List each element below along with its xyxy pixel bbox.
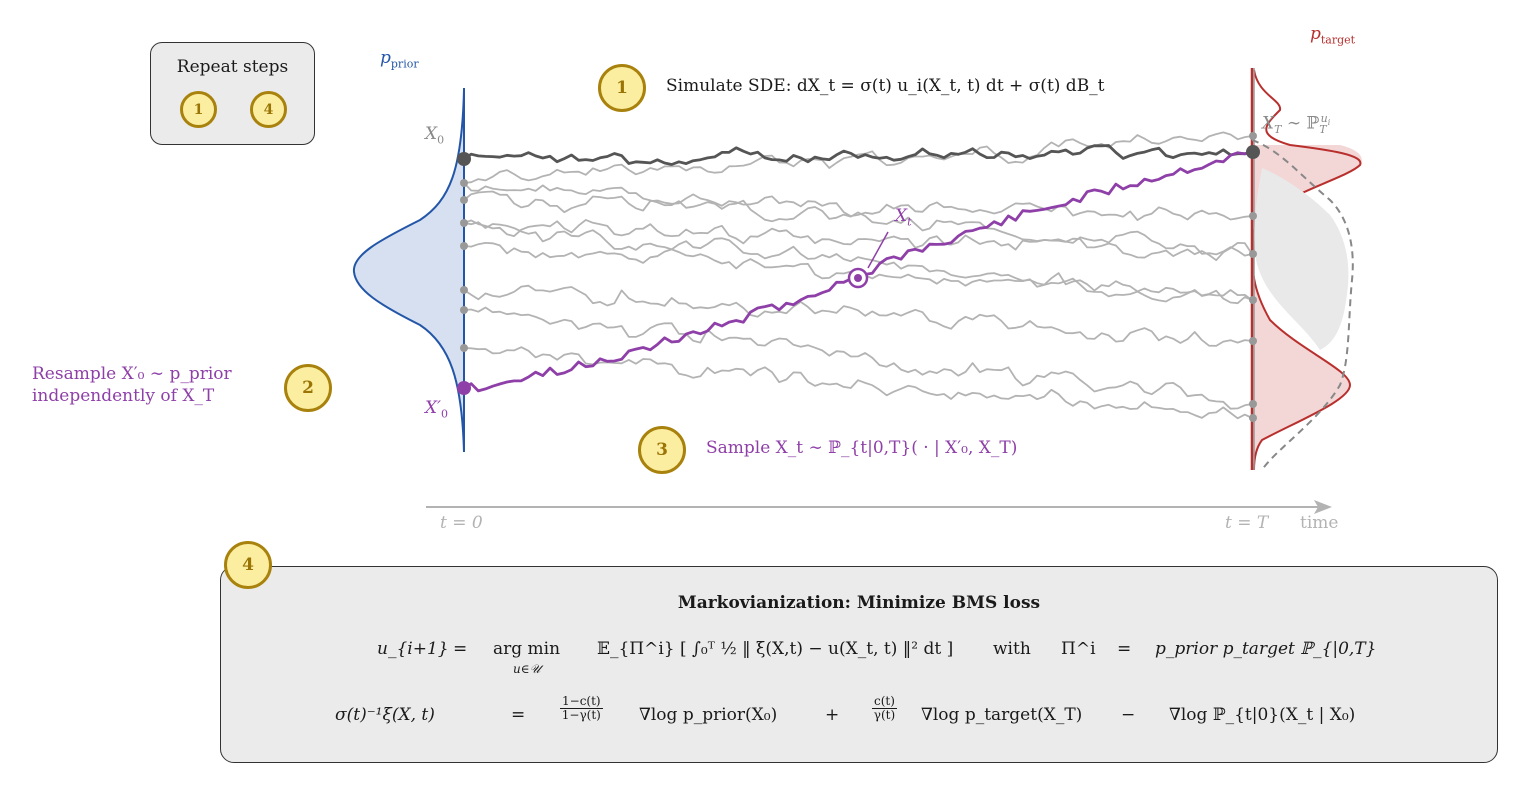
xt-symbol: X	[895, 206, 908, 226]
xt-label: Xt	[895, 206, 912, 228]
eq2-term3: ∇log ℙ_{t|0}(X_t | X₀)	[1169, 705, 1356, 725]
step-4-badge: 4	[224, 541, 272, 589]
time-axis-arrow	[1314, 500, 1332, 514]
p-target-label: ptarget	[1310, 24, 1355, 46]
xT-dot	[1246, 145, 1260, 159]
eq1-equals-2: =	[1117, 639, 1132, 659]
repeat-badge-4: 4	[250, 91, 287, 128]
prior-density	[353, 90, 464, 452]
tT-label: t = T	[1225, 513, 1269, 533]
sample-path-gray	[463, 284, 1253, 347]
eq2-minus: −	[1121, 705, 1136, 725]
eq2-term2: ∇log p_target(X_T)	[921, 705, 1083, 725]
eq1-body: 𝔼_{Π^i} [ ∫₀ᵀ ½ ‖ ξ(X,t) − u(X_t, t) ‖² …	[597, 639, 954, 659]
end-points	[1249, 132, 1257, 422]
sample-path-gray	[463, 221, 1253, 305]
xT-measure-superscript: u	[1320, 112, 1328, 125]
xT-measure-subscript: T	[1319, 123, 1327, 137]
prior-density-curve	[352, 89, 465, 453]
model-marginal-dashed	[1251, 139, 1354, 471]
repeat-steps-label: Repeat steps	[176, 57, 289, 77]
x0-subscript: 0	[437, 133, 445, 147]
step-2-badge: 2	[284, 364, 332, 412]
eq1-equals: =	[453, 639, 468, 659]
start-points	[460, 179, 468, 352]
xT-measure-superscript-index: i	[1327, 118, 1331, 128]
target-density	[1252, 145, 1362, 460]
repeat-steps-box: Repeat steps	[150, 42, 315, 145]
eq2-frac2-den: γ(t)	[873, 707, 896, 722]
t0-label: t = 0	[440, 513, 483, 533]
sample-path-gray	[463, 219, 1253, 262]
model-marginal-fill	[1254, 168, 1349, 350]
x0-prime-label: X′0	[425, 398, 448, 420]
p-target-subscript: target	[1320, 33, 1356, 47]
eq2-frac1: 1−c(t) 1−γ(t)	[557, 695, 606, 721]
x0-label: X0	[425, 124, 444, 146]
step-3-badge: 3	[638, 426, 686, 474]
diagram-canvas	[352, 68, 1362, 514]
p-prior-symbol: p	[380, 48, 391, 68]
eq1-with: with	[993, 639, 1031, 659]
xT-dist-label: XT ∼ ℙTui	[1262, 112, 1330, 136]
sample-path-bridge	[463, 150, 1253, 393]
sample-path-forward	[463, 144, 1253, 166]
x0-prime-symbol: X′	[425, 398, 441, 418]
step-1-badge: 1	[598, 64, 646, 112]
sample-path-gray	[463, 131, 1253, 184]
sample-path-gray	[463, 306, 1253, 410]
xt-marker	[847, 231, 889, 289]
sample-path-bridge-line	[463, 276, 859, 393]
x0-symbol: X	[425, 124, 438, 144]
eq2-term1: ∇log p_prior(X₀)	[639, 705, 778, 725]
sample-path-bridge-line-2	[857, 150, 1253, 280]
eq2-frac1-num: 1−c(t)	[560, 694, 603, 709]
sample-path-gray	[463, 190, 1253, 221]
eq2-frac1-den: 1−γ(t)	[561, 707, 601, 722]
eq1-rhs: p_prior p_target ℙ_{|0,T}	[1155, 639, 1377, 659]
xT-symbol: X	[1262, 113, 1275, 134]
xT-relation: ∼ ℙ	[1281, 113, 1320, 134]
sample-path-gray	[463, 182, 1253, 257]
xt-subscript: t	[907, 215, 912, 229]
time-label: time	[1300, 513, 1339, 533]
x0-dot	[457, 152, 471, 166]
eq2-lhs: σ(t)⁻¹ξ(X, t)	[335, 705, 435, 725]
step-2-line1: Resample X′₀ ∼ p_prior	[32, 364, 232, 384]
sample-path-forward-line	[463, 144, 1253, 166]
step-2-line2: independently of X_T	[32, 386, 215, 406]
step-1-text: Simulate SDE: dX_t = σ(t) u_i(X_t, t) dt…	[666, 76, 1105, 96]
eq1-lhs: u_{i+1}	[377, 639, 449, 659]
xT-subscript: T	[1274, 123, 1282, 137]
x0-prime-subscript: 0	[440, 407, 448, 421]
eq1-argmin-sub: u∈𝒰	[513, 662, 541, 676]
p-prior-label: pprior	[380, 48, 419, 70]
p-target-symbol: p	[1310, 24, 1321, 44]
eq2-frac2: c(t) γ(t)	[869, 695, 900, 721]
step-3-text: Sample X_t ∼ ℙ_{t|0,T}( · | X′₀, X_T)	[706, 438, 1018, 458]
x0-prime-dot	[457, 381, 471, 395]
repeat-badge-1: 1	[180, 91, 217, 128]
p-prior-subscript: prior	[390, 57, 419, 71]
eq2-plus: +	[825, 705, 840, 725]
eq1-pi: Π^i	[1061, 639, 1096, 659]
eq2-frac2-num: c(t)	[872, 694, 897, 709]
bms-loss-box: Markovianization: Minimize BMS loss u_{i…	[220, 566, 1498, 763]
eq2-equals: =	[511, 705, 526, 725]
eq1-argmin: arg min	[493, 639, 561, 659]
bms-title: Markovianization: Minimize BMS loss	[677, 593, 1041, 613]
